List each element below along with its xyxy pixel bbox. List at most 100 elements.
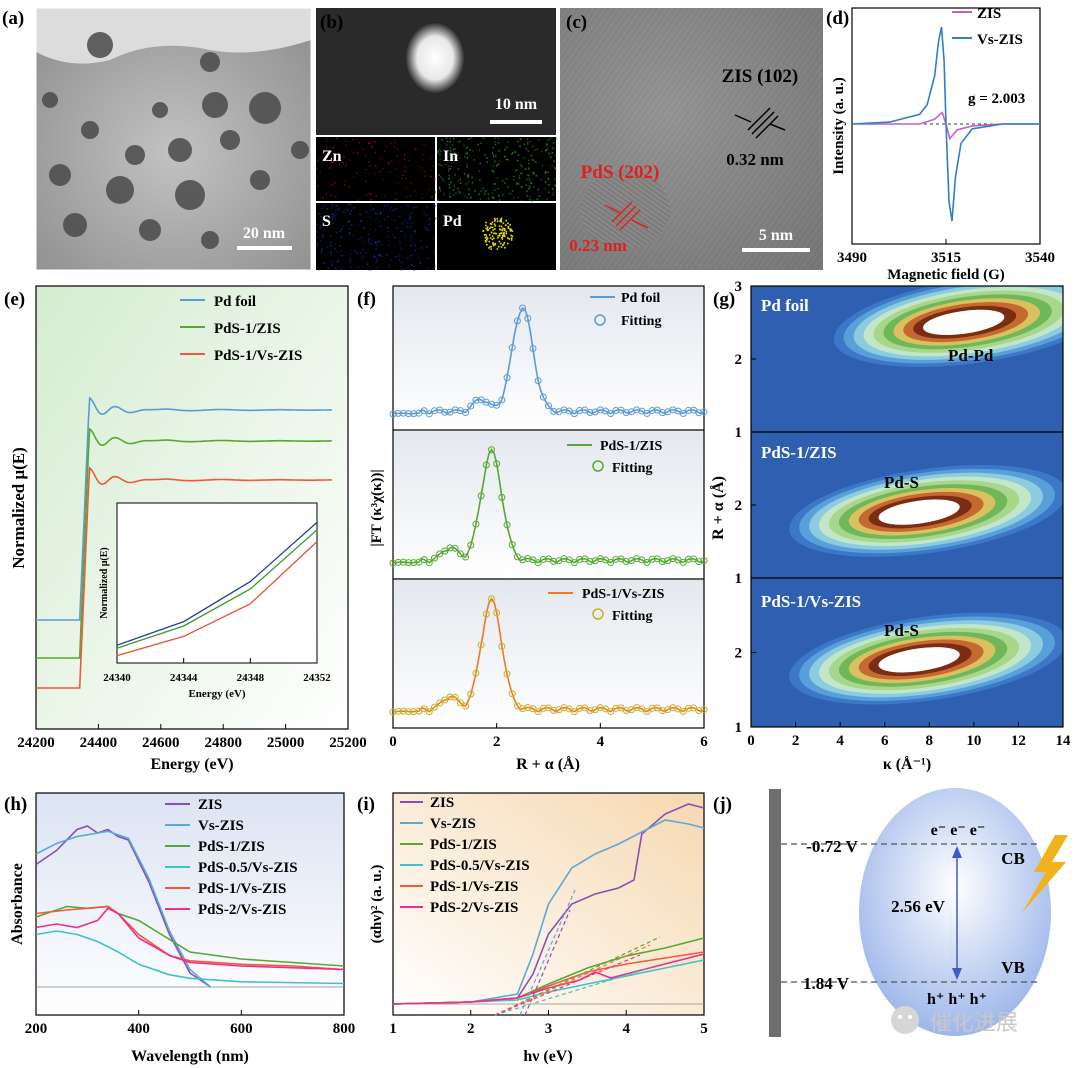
f-legend-fitting-3: Fitting: [612, 609, 652, 624]
f-fit-points-1: [389, 446, 708, 567]
g-xlabel: κ (Å⁻¹): [883, 755, 931, 773]
potential-bar: [769, 789, 781, 1037]
g-contour-0: [833, 286, 1063, 368]
inset-x-tick-label-0: 24340: [103, 672, 131, 684]
h-x-tick-label-0: 200: [25, 1021, 48, 1037]
g-ylabel: R + α (Å): [709, 476, 727, 540]
legend-pds1-zis: PdS-1/ZIS: [214, 321, 281, 337]
eds-map-pd: [437, 203, 556, 270]
h-ylabel: Absorbance: [9, 863, 26, 945]
inset-x-tick-label-3: 24352: [303, 672, 331, 684]
semiconductor-oval: [859, 788, 1051, 1036]
panel-f-exafs-chart: 0 2 4 6 Pd foil Fitting PdS-1/ZIS Fitting P…: [369, 285, 708, 773]
f-fit-points-2: [389, 595, 708, 716]
vb-potential: 1.84 V: [803, 974, 850, 993]
f-legend-pd-foil: Pd foil: [621, 291, 660, 306]
f-legend-fitting-2: Fitting: [612, 461, 652, 476]
panel-b-haadf: 10 nm Zn In S Pd: [316, 8, 558, 271]
panel-label-c: (c): [566, 12, 587, 33]
inset-xlabel: Energy (eV): [188, 688, 245, 700]
panel-label-h: (h): [4, 794, 27, 815]
scale-bar-a-label: 20 nm: [243, 225, 286, 242]
legend-zis: ZIS: [977, 6, 1001, 22]
legend-pd-foil: Pd foil: [214, 294, 256, 310]
g-title-pds1-zis: PdS-1/ZIS: [761, 443, 837, 462]
panel-d-epr-chart: 3490 3515 3540 ZIS Vs-ZIS g = 2.003 Magnet…: [831, 6, 1055, 283]
f-ylabel: |FT (κ³χ(κ))|: [369, 469, 385, 546]
g-x-tick-label-7: 14: [1056, 733, 1072, 749]
g-x-tick-label-5: 10: [966, 733, 981, 749]
i-x-tick-label-3: 4: [623, 1021, 631, 1037]
e-series-pd-foil: [36, 396, 332, 621]
h-legend-5: PdS-2/Vs-ZIS: [198, 902, 286, 918]
lattice-label-pds: PdS (202): [581, 162, 660, 183]
panel-e-xanes-chart: 24200 24400 24600 24800 25000 25200 Pd foil P…: [9, 285, 367, 773]
g-x-tick-label-1: 2: [792, 733, 800, 749]
g-peak-pd-pd: Pd-Pd: [948, 346, 994, 365]
inset-x-tick-label-1: 24344: [170, 672, 198, 684]
f-curve-1: [392, 448, 705, 564]
g-ytick-2-0: 1: [735, 720, 743, 736]
h-series-pds-1-vs-zis: [35, 905, 345, 971]
panel-labels: (a) (b) (c) (d) (e) (f) (g) (h) (i) (j): [2, 8, 849, 815]
e-x-tick-label-4: 25000: [267, 735, 305, 751]
panel-h-uvvis-chart: 200 400 600 800 ZIS Vs-ZIS PdS-1/ZIS PdS-0.5/V…: [9, 792, 356, 1065]
eds-maps: Zn In S Pd: [316, 137, 558, 271]
e-x-tick-label-2: 24600: [142, 735, 180, 751]
g-peak-pd-s-1: Pd-S: [884, 473, 919, 492]
eds-label-pd: Pd: [443, 213, 462, 230]
eds-label-zn: Zn: [322, 148, 342, 165]
f-fit-points-0: [389, 304, 708, 418]
g-ytick-0-1: 2: [735, 352, 743, 368]
f-x-tick-label-1: 2: [493, 734, 501, 750]
f-legend-fitting-1: Fitting: [621, 314, 661, 329]
e-series-pds-1-vs-zis: [36, 466, 332, 689]
cb-label: CB: [1001, 849, 1025, 868]
band-gap-label: 2.56 eV: [891, 897, 946, 916]
electrons-label: e⁻ e⁻ e⁻: [931, 822, 986, 839]
panel-a-tem-image: 20 nm: [35, 7, 312, 271]
i-legend-3: PdS-0.5/Vs-ZIS: [430, 858, 530, 874]
panel-label-j: (j): [713, 794, 732, 815]
vb-label: VB: [1001, 958, 1025, 977]
f-x-tick-label-0: 0: [389, 734, 397, 750]
scale-bar-a: [237, 246, 292, 250]
g-ytick-2-1: 2: [735, 646, 743, 662]
g-title-pds1-vs-zis: PdS-1/Vs-ZIS: [761, 592, 861, 611]
scale-bar-b: [490, 120, 542, 124]
lattice-spacing-zis: 0.32 nm: [726, 150, 784, 169]
lattice-label-zis: ZIS (102): [722, 66, 799, 87]
panel-j-band-diagram: -0.72 V 1.84 V e⁻ e⁻ e⁻ CB 2.56 eV VB h⁺…: [769, 788, 1068, 1037]
holes-label: h⁺ h⁺ h⁺: [927, 991, 987, 1008]
scale-bar-b-label: 10 nm: [495, 96, 538, 113]
watermark: 催化进展: [891, 1006, 1018, 1036]
h-series-vs-zis: [35, 830, 212, 988]
h-legend-3: PdS-0.5/Vs-ZIS: [198, 860, 298, 876]
f-curve-2: [392, 597, 705, 713]
inset-series-pds-1-vs-zis: [116, 541, 318, 657]
h-legend-2: PdS-1/ZIS: [198, 839, 265, 855]
e-ylabel: Normalized μ(E): [9, 447, 28, 569]
i-x-tick-label-1: 2: [467, 1021, 475, 1037]
f-x-tick-label-2: 4: [597, 734, 605, 750]
e-x-tick-label-3: 24800: [204, 735, 242, 751]
h-xlabel: Wavelength (nm): [131, 1048, 249, 1065]
f-legend-pds1-zis: PdS-1/ZIS: [600, 439, 662, 454]
legend-pds1-vs-zis: PdS-1/Vs-ZIS: [214, 348, 302, 364]
e-x-tick-label-1: 24400: [80, 735, 118, 751]
inset-series-pd-foil: [116, 521, 318, 646]
panel-label-a: (a): [2, 8, 24, 29]
h-x-tick-label-2: 600: [230, 1021, 253, 1037]
e-x-tick-label-5: 25200: [329, 735, 367, 751]
scale-bar-c: [742, 248, 810, 252]
i-x-tick-label-2: 3: [545, 1021, 553, 1037]
i-xlabel: hν (eV): [523, 1048, 572, 1065]
g-x-tick-label-0: 0: [747, 733, 755, 749]
eds-label-in: In: [443, 148, 458, 165]
h-x-tick-label-3: 800: [333, 1021, 356, 1037]
i-legend-1: Vs-ZIS: [430, 816, 476, 832]
panel-c-hrtem: ZIS (102) 0.32 nm PdS (202) 0.23 nm 5 nm: [560, 8, 823, 270]
h-legend-1: Vs-ZIS: [198, 818, 244, 834]
i-ylabel: (αhν)² (a. u.): [369, 865, 385, 944]
